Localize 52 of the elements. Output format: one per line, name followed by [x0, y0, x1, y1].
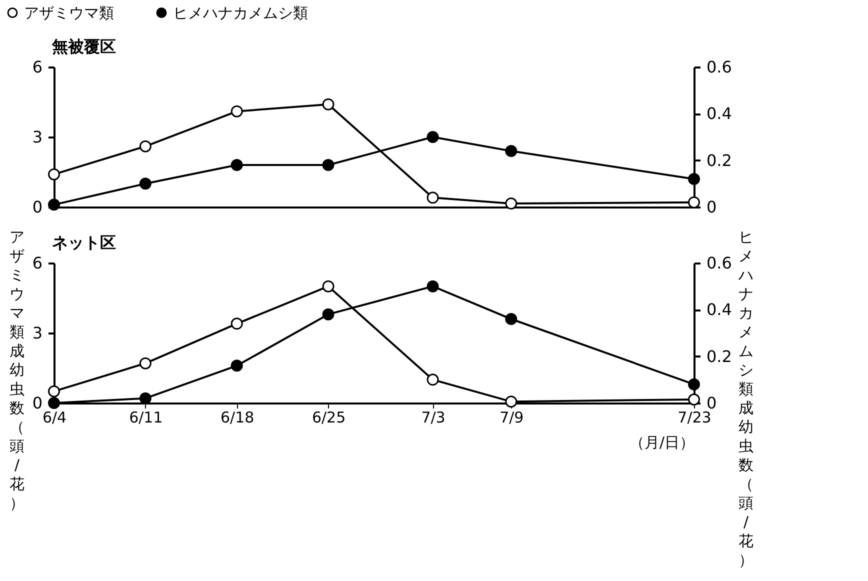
y2-tick-label: 0.6 — [706, 58, 732, 76]
x-tick-label: 7/3 — [421, 408, 446, 426]
point — [505, 198, 518, 210]
point — [139, 140, 152, 152]
point — [426, 374, 439, 386]
point — [230, 318, 243, 330]
chart-title: ネット区 — [52, 233, 116, 252]
point — [139, 178, 152, 190]
point — [426, 192, 439, 204]
y-tick-label: 0 — [32, 198, 42, 216]
y2-tick-label: 0.2 — [706, 150, 732, 170]
legend-label: ヒメハナカメムシ類 — [173, 4, 308, 22]
point — [322, 280, 334, 292]
text: アザミウマ類成幼虫数（頭/花） — [10, 228, 24, 512]
point — [48, 385, 60, 398]
point — [426, 131, 439, 143]
point — [48, 198, 60, 211]
point — [48, 397, 60, 409]
y-tick-label: 3 — [32, 128, 42, 146]
x-tick-label: 6/25 — [312, 408, 346, 426]
point — [230, 360, 243, 372]
x-tick-label: 6/4 — [42, 408, 67, 426]
x-tick-label: 7/9 — [500, 408, 524, 426]
y2-tick-label: 0.2 — [706, 346, 732, 366]
y-tick-label: 0 — [32, 394, 42, 412]
y2-tick-label: 0.6 — [706, 254, 732, 272]
y2-tick-label: 0.4 — [706, 300, 732, 320]
point — [322, 98, 334, 110]
point — [688, 196, 700, 208]
point — [230, 159, 243, 171]
chart-title: 無被覆区 — [50, 37, 116, 56]
point — [322, 159, 334, 171]
point — [48, 168, 60, 180]
point — [426, 280, 439, 292]
y2-tick-label: 0 — [706, 198, 717, 216]
legend-label: アザミウマ類 — [24, 4, 114, 22]
point — [139, 357, 152, 370]
y-tick-label: 6 — [32, 254, 42, 272]
point — [322, 308, 334, 320]
point — [688, 173, 700, 185]
x-axis-title: （月/日） — [629, 434, 694, 452]
point — [688, 378, 700, 390]
x-tick-label: 6/11 — [129, 408, 163, 426]
y2-tick-label: 0.4 — [706, 104, 732, 124]
point — [230, 105, 243, 118]
text: ヒメハナカメムシ類成幼虫数（頭/花） — [738, 228, 754, 569]
point — [505, 396, 518, 408]
point — [505, 313, 518, 325]
y-tick-label: 6 — [32, 58, 42, 76]
point — [505, 145, 518, 157]
y-tick-label: 3 — [32, 324, 42, 342]
x-tick-label: 6/18 — [220, 408, 254, 426]
